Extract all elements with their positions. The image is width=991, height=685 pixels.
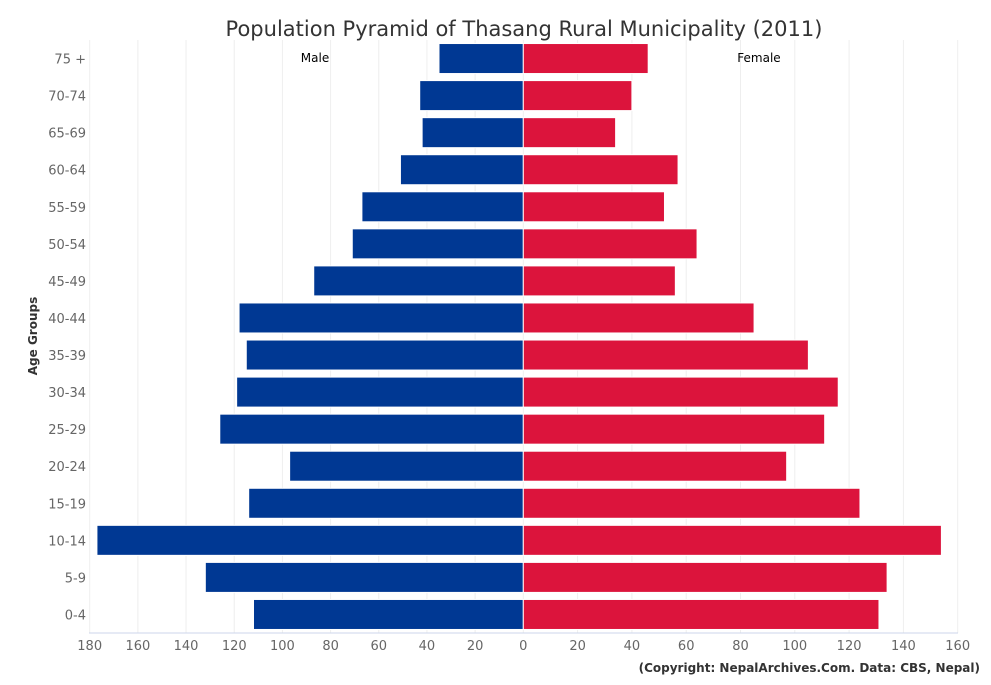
- bar-male: [245, 339, 524, 371]
- y-tick-label: 60-64: [48, 164, 86, 179]
- plot-area: 180 160 140 120 100 80 60 40 20 0 20 40 60 80 100 120 14…: [48, 40, 970, 654]
- bar-female: [522, 339, 809, 371]
- bar-female: [522, 265, 676, 297]
- y-tick-label: 35-39: [48, 349, 86, 364]
- bar-male: [248, 487, 524, 519]
- y-axis-label: Age Groups: [26, 297, 40, 375]
- y-tick-label: 10-14: [48, 534, 86, 549]
- bar-male: [253, 598, 524, 630]
- y-tick-label: 55-59: [48, 201, 86, 216]
- bar-male: [204, 561, 524, 593]
- bar-male: [96, 524, 524, 556]
- bar-male: [236, 376, 524, 408]
- bar-male: [361, 191, 524, 223]
- y-tick-label: 50-54: [48, 238, 86, 253]
- chart-title: Population Pyramid of Thasang Rural Muni…: [226, 17, 823, 41]
- y-tick-label: 5-9: [65, 571, 86, 586]
- x-tick-label-male: 60: [370, 639, 387, 654]
- bar-male: [238, 302, 524, 334]
- x-tick-label-female: 20: [569, 639, 586, 654]
- x-tick-label-male: 120: [222, 639, 247, 654]
- y-tick-label: 70-74: [48, 90, 86, 105]
- y-tick-label: 25-29: [48, 423, 86, 438]
- bar-female: [522, 191, 665, 223]
- x-tick-label-male: 40: [419, 639, 436, 654]
- y-tick-label: 45-49: [48, 275, 86, 290]
- y-tick-label: 15-19: [48, 497, 86, 512]
- bar-male: [399, 154, 524, 186]
- bar-female: [522, 80, 633, 112]
- bar-male: [438, 43, 524, 75]
- bar-male: [351, 228, 524, 260]
- y-tick-label: 0-4: [65, 608, 86, 623]
- y-tick-label: 65-69: [48, 127, 86, 142]
- bar-female: [522, 43, 649, 75]
- bar-female: [522, 228, 698, 260]
- x-tick-label-female: 100: [782, 639, 807, 654]
- bar-female: [522, 561, 888, 593]
- bar-male: [313, 265, 524, 297]
- bar-female: [522, 487, 861, 519]
- bar-male: [419, 80, 524, 112]
- bar-male: [289, 450, 524, 482]
- x-tick-label-male: 140: [174, 639, 199, 654]
- x-tick-label-female: 60: [678, 639, 695, 654]
- x-tick-label-male: 160: [125, 639, 150, 654]
- x-tick-label-male: 80: [322, 639, 339, 654]
- x-tick-label-male: 180: [77, 639, 102, 654]
- x-tick-label-male: 20: [467, 639, 484, 654]
- bar-female: [522, 154, 679, 186]
- bar-female: [522, 598, 880, 630]
- x-tick-label-female: 160: [945, 639, 970, 654]
- bar-female: [522, 302, 755, 334]
- bar-female: [522, 413, 826, 445]
- y-tick-label: 40-44: [48, 312, 86, 327]
- x-tick-label-female: 140: [891, 639, 916, 654]
- bar-female: [522, 524, 942, 556]
- bar-female: [522, 117, 617, 149]
- bar-male: [219, 413, 524, 445]
- y-tick-label: 75 +: [54, 53, 86, 68]
- x-tick-label-male: 0: [519, 639, 527, 654]
- x-tick-label-male: 100: [270, 639, 295, 654]
- x-tick-label-female: 120: [837, 639, 862, 654]
- male-label: Male: [301, 51, 329, 65]
- x-tick-label-female: 80: [732, 639, 749, 654]
- bar-female: [522, 450, 788, 482]
- x-tick-label-female: 40: [624, 639, 641, 654]
- credit-text: (Copyright: NepalArchives.Com. Data: CBS…: [639, 661, 980, 675]
- y-tick-label: 20-24: [48, 460, 86, 475]
- bar-female: [522, 376, 839, 408]
- bar-male: [421, 117, 524, 149]
- female-label: Female: [737, 51, 780, 65]
- y-tick-label: 30-34: [48, 386, 86, 401]
